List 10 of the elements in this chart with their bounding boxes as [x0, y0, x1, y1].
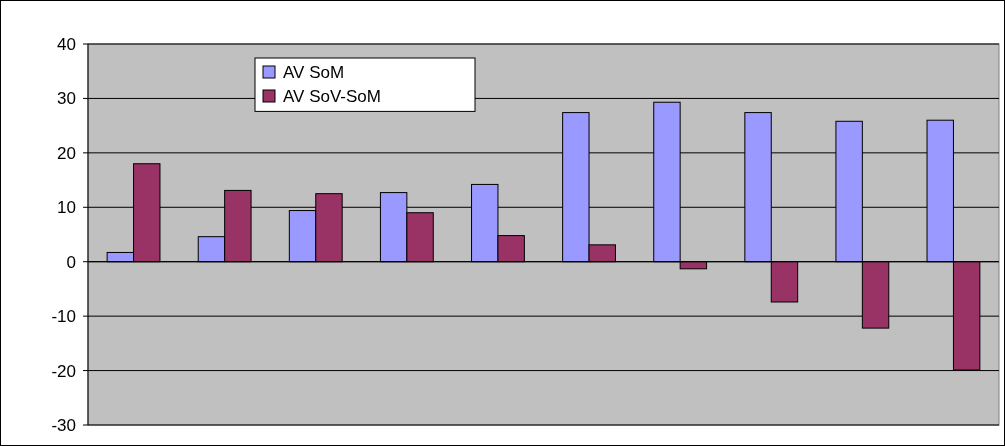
y-tick-label: 30 [57, 89, 76, 109]
y-tick-label: 40 [57, 34, 76, 54]
legend-label: AV SoV-SoM [283, 86, 381, 106]
y-tick-label: 0 [66, 252, 76, 272]
y-tick-label: -20 [51, 361, 76, 381]
y-tick-label: -30 [51, 415, 76, 435]
y-tick-label: -10 [51, 307, 76, 327]
y-tick-label: 20 [57, 143, 76, 163]
y-tick-label: 10 [57, 198, 76, 218]
legend-label: AV SoM [283, 62, 345, 82]
